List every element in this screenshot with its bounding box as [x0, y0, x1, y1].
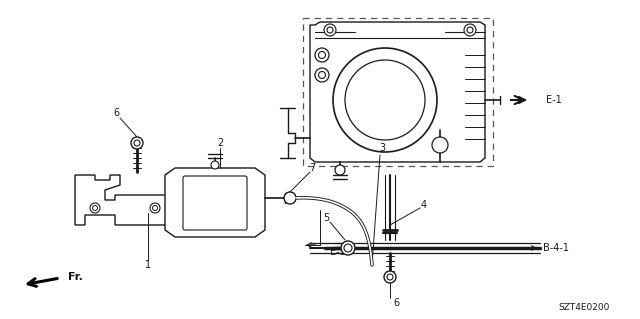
Text: E-1: E-1: [546, 95, 562, 105]
Circle shape: [327, 27, 333, 33]
Text: 5: 5: [323, 213, 329, 223]
Circle shape: [315, 68, 329, 82]
Circle shape: [319, 71, 326, 78]
Text: SZT4E0200: SZT4E0200: [559, 303, 610, 313]
Circle shape: [93, 205, 97, 211]
Circle shape: [387, 274, 393, 280]
Circle shape: [131, 137, 143, 149]
Circle shape: [384, 271, 396, 283]
Circle shape: [344, 244, 352, 252]
Text: 6: 6: [393, 298, 399, 308]
Circle shape: [341, 241, 355, 255]
Circle shape: [134, 140, 140, 146]
Text: B-4-1: B-4-1: [543, 243, 569, 253]
Circle shape: [284, 192, 296, 204]
Circle shape: [335, 165, 345, 175]
Polygon shape: [165, 168, 265, 237]
Text: 1: 1: [145, 260, 151, 270]
Circle shape: [324, 24, 336, 36]
Circle shape: [333, 48, 437, 152]
Circle shape: [319, 51, 326, 58]
Circle shape: [90, 203, 100, 213]
Text: Fr.: Fr.: [68, 272, 83, 282]
Circle shape: [467, 27, 473, 33]
Text: 2: 2: [217, 138, 223, 148]
FancyBboxPatch shape: [183, 176, 247, 230]
Bar: [303, 18, 493, 166]
Polygon shape: [310, 22, 485, 162]
Circle shape: [211, 161, 219, 169]
Text: 7: 7: [309, 163, 315, 173]
Circle shape: [315, 48, 329, 62]
Circle shape: [464, 24, 476, 36]
Polygon shape: [75, 175, 185, 225]
Text: E-1: E-1: [330, 247, 346, 257]
Circle shape: [432, 137, 448, 153]
Text: 4: 4: [421, 200, 427, 210]
Circle shape: [152, 205, 157, 211]
Text: 3: 3: [379, 143, 385, 153]
Text: 6: 6: [113, 108, 119, 118]
Circle shape: [345, 60, 425, 140]
Circle shape: [150, 203, 160, 213]
